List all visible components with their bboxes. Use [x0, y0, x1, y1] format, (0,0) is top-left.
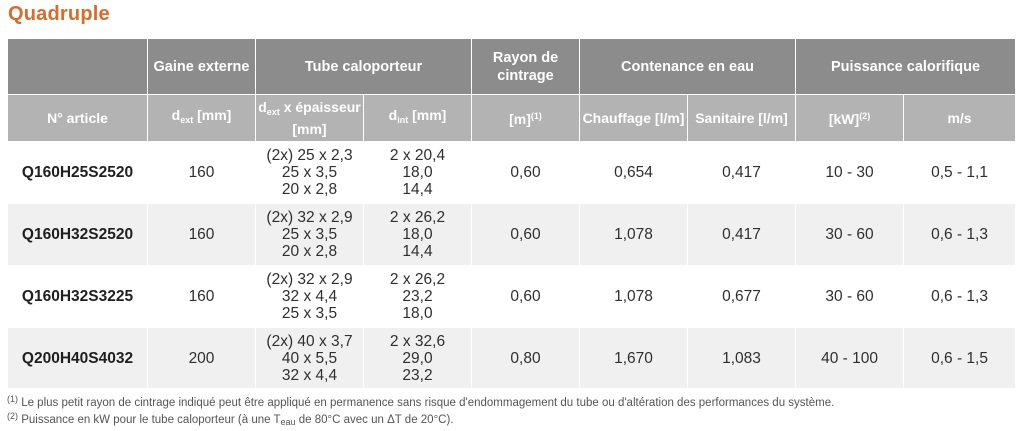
table-row: Q200H40S4032 200 (2x) 40 x 3,7 40 x 5,5 32… [7, 327, 1017, 389]
sanitaire-value: 0,417 [687, 141, 797, 204]
dext-value: 160 [147, 141, 256, 204]
kw-value: 30 - 60 [795, 265, 905, 328]
footnote-1-text: Le plus petit rayon de cintrage indiqué … [18, 397, 835, 409]
header-rayon-cintrage: Rayon de cintrage [471, 38, 581, 95]
article-number: Q160H32S2520 [7, 203, 148, 266]
kw-value: 30 - 60 [795, 203, 905, 266]
product-spec-table: Gaine externe Tube caloporteur Rayon de … [7, 38, 1017, 389]
ms-value: 0,6 - 1,3 [903, 265, 1017, 328]
header-article-number: N° article [7, 94, 148, 142]
dint-values: 2 x 26,2 23,2 18,0 [362, 265, 473, 328]
article-number: Q160H25S2520 [7, 141, 148, 204]
chauffage-value: 1,078 [579, 203, 689, 266]
ms-value: 0,6 - 1,5 [903, 327, 1017, 389]
footnote-2-mark: (2) [7, 411, 18, 421]
header-gaine-externe: Gaine externe [147, 38, 256, 95]
header-dext-mm: dext [mm] [147, 94, 256, 142]
table-row: Q160H25S2520 160 (2x) 25 x 2,3 25 x 3,5 20… [7, 141, 1017, 204]
ms-value: 0,6 - 1,3 [903, 203, 1017, 266]
footnote-2: (2) Puissance en kW pour le tube calopor… [7, 411, 454, 427]
page-title: Quadruple [8, 3, 110, 25]
rayon-value: 0,80 [471, 327, 581, 389]
header-contenance-eau: Contenance en eau [579, 38, 797, 95]
dext-value: 160 [147, 203, 256, 266]
header-tube-caloporteur: Tube caloporteur [254, 38, 473, 95]
header-m-unit: [m](1) [471, 94, 581, 142]
kw-value: 10 - 30 [795, 141, 905, 204]
article-number: Q160H32S3225 [7, 265, 148, 328]
table-row: Q160H32S2520 160 (2x) 32 x 2,9 25 x 3,5 20… [7, 203, 1017, 266]
rayon-value: 0,60 [471, 141, 581, 204]
footnote-2-subscript: eau [280, 417, 296, 427]
header-dint-mm: dint [mm] [362, 94, 473, 142]
table-header-group-row: Gaine externe Tube caloporteur Rayon de … [7, 38, 1017, 95]
dint-values: 2 x 26,2 18,0 14,4 [362, 203, 473, 266]
header-dext-epaisseur: dext x épaisseur [mm] [255, 94, 364, 142]
header-blank [7, 38, 148, 95]
sanitaire-value: 0,677 [687, 265, 797, 328]
table-header-unit-row: N° article dext [mm] dext x épaisseur [m… [7, 94, 1017, 142]
footnote-1: (1) Le plus petit rayon de cintrage indi… [7, 394, 834, 409]
dint-values: 2 x 32,6 29,0 23,2 [362, 327, 473, 389]
article-number: Q200H40S4032 [7, 327, 148, 389]
dext-value: 160 [147, 265, 256, 328]
sanitaire-value: 1,083 [687, 327, 797, 389]
rayon-value: 0,60 [471, 265, 581, 328]
kw-value: 40 - 100 [795, 327, 905, 389]
tube-dimensions: (2x) 40 x 3,7 40 x 5,5 32 x 4,4 [255, 327, 364, 389]
table-row: Q160H32S3225 160 (2x) 32 x 2,9 32 x 4,4 25… [7, 265, 1017, 328]
rayon-value: 0,60 [471, 203, 581, 266]
sanitaire-value: 0,417 [687, 203, 797, 266]
footnote-2-text-b: de 80°C avec un ΔT de 20°C). [295, 414, 454, 426]
tube-dimensions: (2x) 25 x 2,3 25 x 3,5 20 x 2,8 [255, 141, 364, 204]
tube-dimensions: (2x) 32 x 2,9 32 x 4,4 25 x 3,5 [255, 265, 364, 328]
ms-value: 0,5 - 1,1 [903, 141, 1017, 204]
dext-value: 200 [147, 327, 256, 389]
header-chauffage: Chauffage [l/m] [579, 94, 689, 142]
header-puissance-calorifique: Puissance calorifique [795, 38, 1017, 95]
header-ms-unit: m/s [903, 94, 1017, 142]
footnote-2-text-a: Puissance en kW pour le tube caloporteur… [18, 414, 281, 426]
tube-dimensions: (2x) 32 x 2,9 25 x 3,5 20 x 2,8 [255, 203, 364, 266]
header-kw-unit: [kW](2) [795, 94, 905, 142]
dint-values: 2 x 20,4 18,0 14,4 [362, 141, 473, 204]
chauffage-value: 1,078 [579, 265, 689, 328]
footnote-1-mark: (1) [7, 394, 18, 404]
chauffage-value: 1,670 [579, 327, 689, 389]
chauffage-value: 0,654 [579, 141, 689, 204]
header-sanitaire: Sanitaire [l/m] [687, 94, 797, 142]
